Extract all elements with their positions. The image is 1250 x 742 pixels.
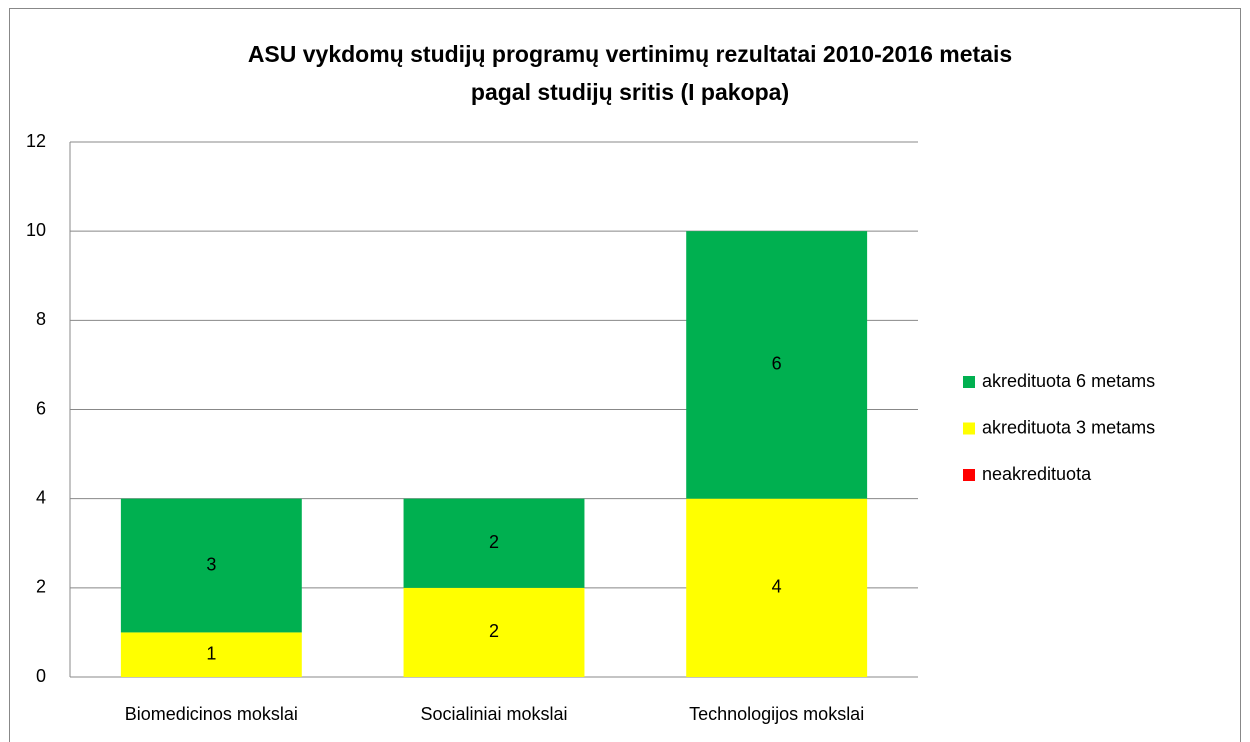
y-tick-label: 12 [26, 131, 46, 151]
data-label: 4 [772, 577, 782, 597]
y-tick-label: 4 [36, 487, 46, 507]
data-label: 6 [772, 354, 782, 374]
x-tick-label: Technologijos mokslai [689, 704, 864, 724]
legend-swatch [963, 469, 975, 481]
bar-segment [403, 498, 585, 588]
y-tick-label: 8 [36, 309, 46, 329]
y-tick-label: 10 [26, 220, 46, 240]
y-tick-label: 0 [36, 666, 46, 686]
bar-segment [120, 498, 302, 633]
legend-swatch [963, 422, 975, 435]
data-label: 3 [206, 554, 216, 574]
y-tick-label: 6 [36, 398, 46, 418]
data-label: 2 [489, 621, 499, 641]
y-tick-label: 2 [36, 577, 46, 597]
bar-segment [120, 632, 302, 677]
chart-title: ASU vykdomų studijų programų vertinimų r… [248, 41, 1012, 67]
legend-swatch [963, 376, 975, 388]
data-label: 2 [489, 532, 499, 552]
chart-title: pagal studijų sritis (I pakopa) [471, 79, 789, 105]
x-tick-label: Socialiniai mokslai [420, 704, 567, 724]
bar-segment [403, 587, 585, 677]
legend-label: akredituota 6 metams [982, 371, 1155, 391]
legend-label: akredituota 3 metams [982, 417, 1155, 437]
legend-label: neakredituota [982, 464, 1092, 484]
bar-segment [686, 498, 868, 677]
x-tick-label: Biomedicinos mokslai [125, 704, 298, 724]
bar-segment [686, 231, 868, 499]
data-label: 1 [206, 643, 216, 663]
